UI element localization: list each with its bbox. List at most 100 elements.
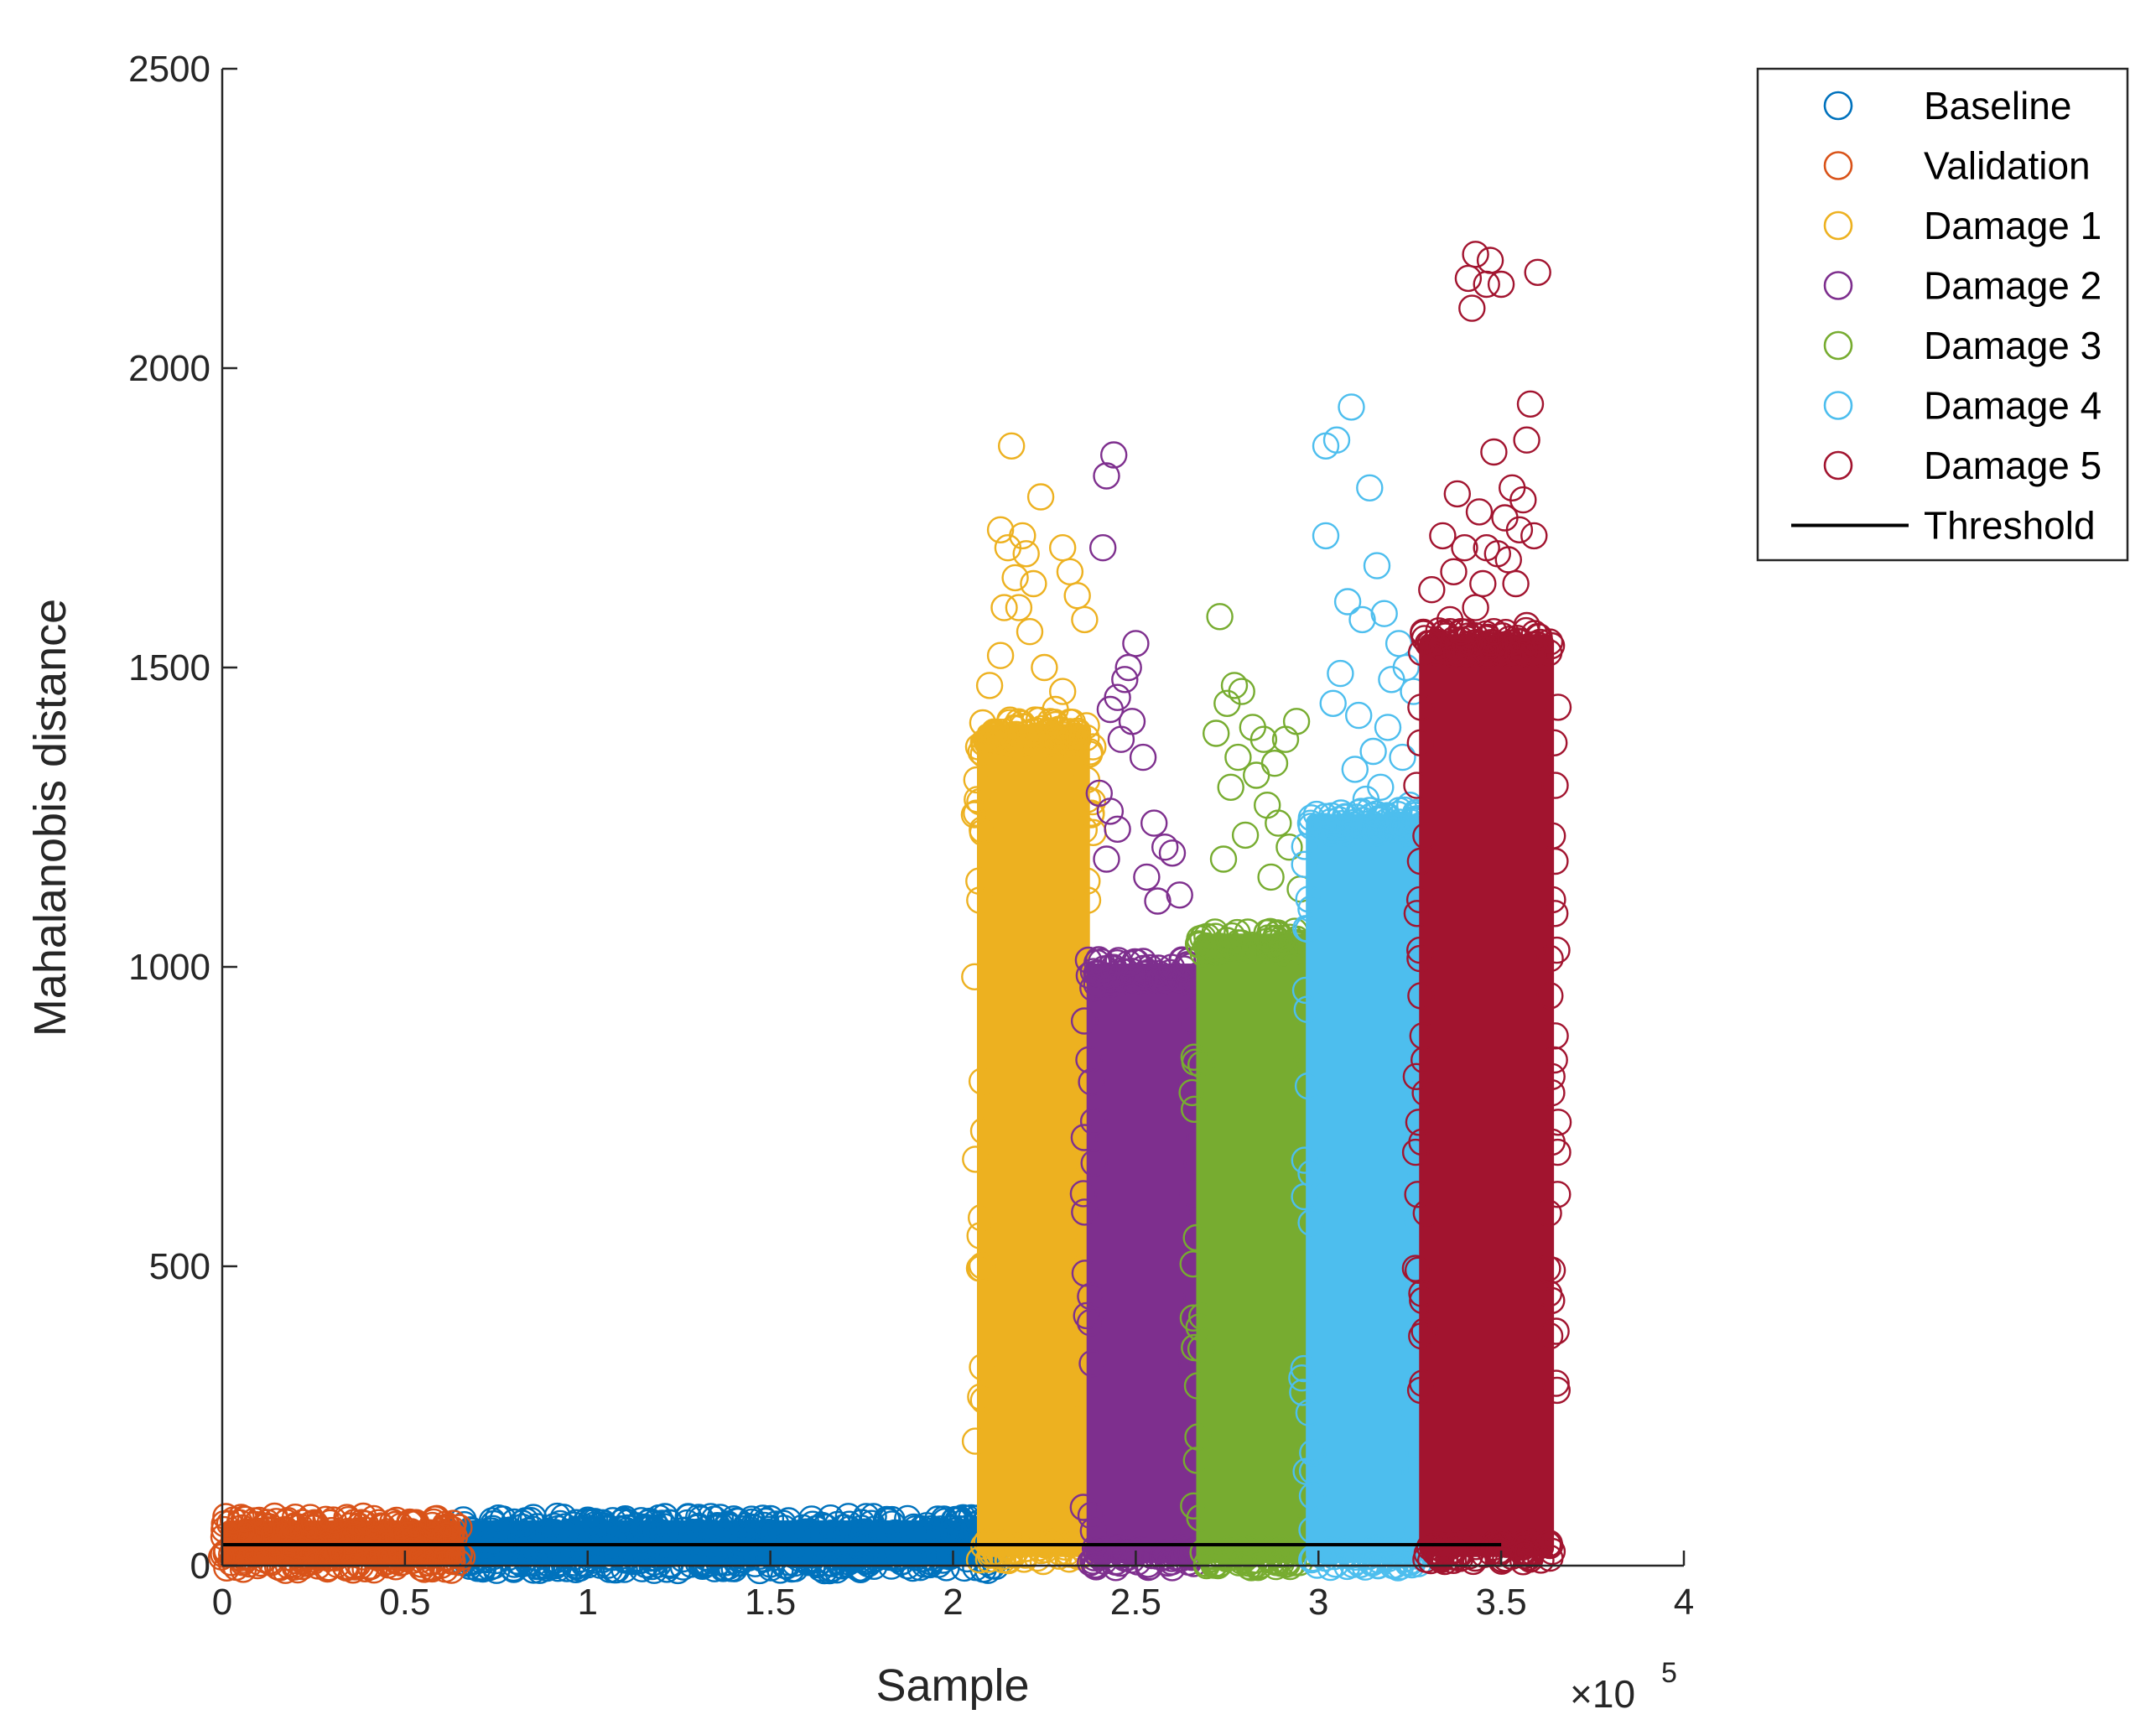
outlier-point: [1026, 483, 1055, 511]
scatter-point: [1407, 638, 1436, 667]
outlier-point: [1322, 426, 1351, 454]
outlier-point: [1217, 773, 1244, 801]
scatter-point: [1298, 1516, 1326, 1544]
x-tick-label: 0: [212, 1582, 232, 1623]
y-tick-label: 0: [190, 1546, 210, 1587]
scatter-point: [1428, 620, 1457, 648]
legend-item-validation: Validation: [1823, 144, 2091, 188]
outlier-point: [848, 1509, 875, 1536]
scatter-point: [394, 1521, 422, 1549]
scatter-point: [1184, 1423, 1212, 1451]
scatter-point: [963, 799, 990, 827]
outlier-point: [1505, 516, 1534, 543]
outlier-point: [720, 1505, 748, 1533]
scatter-point: [1182, 1223, 1210, 1252]
scatter-point: [1404, 1181, 1431, 1208]
scatter-point: [967, 1255, 995, 1282]
scatter-point: [726, 1546, 754, 1574]
scatter-cloud: [1086, 964, 1200, 1563]
legend-label: Threshold: [1924, 504, 2096, 548]
scatter-point: [1298, 1482, 1327, 1510]
outlier-point: [1275, 834, 1303, 861]
outlier-point: [1206, 603, 1234, 631]
scatter-point: [1408, 1280, 1436, 1307]
scatter-point: [1412, 822, 1440, 849]
scatter-point: [961, 963, 989, 991]
scatter-point: [1266, 1534, 1294, 1561]
scatter-point: [1543, 936, 1571, 964]
scatter-point: [1544, 1181, 1572, 1208]
scatter-point: [1544, 694, 1572, 721]
scatter-point: [950, 1554, 979, 1582]
legend-marker: [1823, 330, 1853, 361]
scatter-point: [966, 1222, 994, 1249]
scatter-point: [969, 1117, 998, 1145]
outlier-point: [1016, 618, 1044, 646]
scatter-point: [1401, 1138, 1430, 1166]
outlier-point: [1009, 522, 1036, 550]
x-exponent-label: ×10 5: [1570, 1657, 1677, 1716]
scatter-point: [1078, 1349, 1106, 1378]
x-tick-label: 3.5: [1476, 1582, 1527, 1623]
scatter-point: [1299, 1545, 1327, 1573]
legend-item-damage-5: Damage 5: [1823, 444, 2101, 487]
scatter-point: [1078, 1068, 1105, 1096]
scatter-point: [1069, 1180, 1098, 1208]
scatter-point: [610, 1556, 638, 1583]
scatter-point: [964, 786, 991, 813]
scatter-point: [1297, 895, 1325, 923]
scatter-point: [1536, 982, 1564, 1010]
scatter-point: [1410, 1317, 1438, 1345]
scatter-point: [1406, 847, 1435, 875]
scatter-point: [1043, 726, 1072, 754]
scatter-point: [1410, 1046, 1438, 1074]
scatter-point: [1409, 1369, 1436, 1397]
scatter-point: [1407, 694, 1435, 721]
scatter-point: [1542, 1369, 1570, 1397]
scatter-point: [1157, 953, 1186, 981]
legend-label: Damage 5: [1924, 444, 2101, 487]
outlier-point: [997, 432, 1026, 460]
scatter-point: [1542, 1317, 1570, 1345]
scatter-point: [1409, 1022, 1437, 1050]
scatter-point: [1073, 886, 1102, 914]
outlier-point: [1265, 809, 1292, 837]
outlier-point: [1213, 689, 1241, 717]
outlier-point: [1093, 462, 1120, 490]
legend-marker: [1823, 450, 1853, 481]
scatter-point: [1535, 1199, 1562, 1227]
scatter-point: [1187, 1302, 1216, 1331]
scatter-point: [912, 1512, 941, 1540]
scatter-point: [968, 1068, 996, 1095]
outlier-point: [1129, 743, 1157, 771]
series-damage-5: [1401, 241, 1572, 1576]
x-exponent-power: 5: [1661, 1657, 1677, 1689]
scatter-point: [817, 1549, 844, 1577]
scatter-point: [1439, 1546, 1468, 1575]
scatter-point: [1045, 1538, 1073, 1566]
y-tick-label: 1000: [128, 947, 210, 988]
scatter-point: [1130, 966, 1159, 994]
legend-item-baseline: Baseline: [1823, 84, 2071, 127]
outlier-point: [1042, 695, 1069, 724]
scatter-point: [969, 816, 996, 844]
outlier-point: [975, 672, 1004, 699]
scatter-point: [1073, 712, 1100, 740]
scatter-point: [1227, 1547, 1255, 1575]
scatter-point: [319, 1538, 346, 1566]
outlier-point: [1502, 569, 1530, 598]
scatter-point: [1241, 1546, 1270, 1574]
scatter-point: [1405, 886, 1434, 914]
x-axis-label: Sample: [875, 1660, 1029, 1711]
scatter-point: [1181, 1333, 1208, 1362]
outlier-point: [1202, 720, 1230, 747]
y-tick-label: 1500: [128, 647, 210, 688]
scatter-point: [1075, 961, 1104, 990]
scatter-point: [445, 1540, 473, 1569]
scatter-point: [878, 1510, 906, 1538]
outlier-point: [1462, 594, 1489, 621]
x-tick-label: 0.5: [379, 1582, 430, 1623]
scatter-point: [1326, 813, 1353, 841]
outlier-point: [1451, 534, 1478, 562]
